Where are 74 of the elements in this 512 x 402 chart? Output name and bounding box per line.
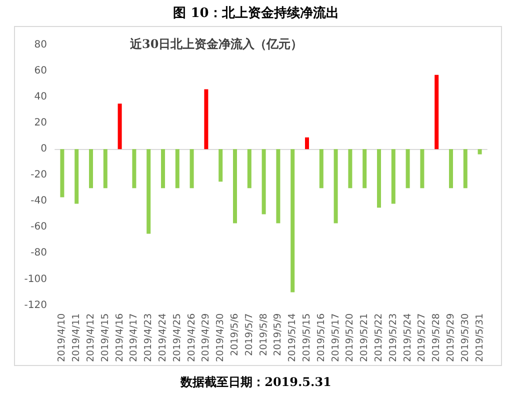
bar [319, 149, 324, 188]
bar [204, 89, 208, 150]
y-tick-label: 40 [34, 92, 47, 103]
y-tick-label: -60 [30, 222, 47, 233]
x-tick-label: 2019/5/7 [244, 313, 255, 356]
x-tick-label: 2019/5/9 [272, 313, 284, 356]
x-tick-label: 2019/5/8 [258, 313, 270, 356]
x-tick-label: 2019/5/24 [402, 313, 414, 362]
bar [233, 149, 237, 224]
x-tick-label: 2019/5/6 [230, 313, 240, 356]
bar [362, 149, 367, 188]
x-tick-label: 2019/5/23 [388, 313, 399, 362]
y-tick-label: 0 [40, 144, 47, 155]
bar [146, 149, 151, 234]
x-tick-label: 2019/4/24 [158, 313, 168, 362]
bar [434, 74, 439, 150]
bar [74, 149, 79, 204]
x-tick-label: 2019/5/22 [374, 313, 384, 362]
x-tick-label: 2019/5/17 [330, 313, 342, 362]
x-tick-label: 2019/4/25 [172, 313, 183, 362]
bar [420, 149, 424, 188]
bar [377, 149, 381, 208]
bar [334, 149, 338, 224]
y-tick-label: 60 [34, 66, 47, 77]
chart-subtitle: 近30日北上资金净流入（亿元） [129, 37, 303, 51]
x-tick-label: 2019/5/31 [474, 313, 486, 362]
bar [118, 104, 122, 150]
bar [463, 149, 468, 188]
bar [276, 149, 280, 224]
bar [218, 149, 223, 182]
x-tick-label: 2019/5/21 [359, 313, 370, 362]
x-tick-label: 2019/5/29 [446, 313, 456, 362]
x-tick-label: 2019/5/28 [431, 313, 442, 362]
y-tick-label: -80 [30, 248, 47, 259]
x-tick-label: 2019/4/11 [71, 313, 82, 362]
bar [60, 149, 64, 198]
bar [262, 149, 266, 214]
y-tick-label: -40 [30, 196, 47, 207]
x-tick-label: 2019/4/12 [86, 313, 96, 362]
x-tick-label: 2019/5/16 [316, 313, 327, 362]
x-tick-label: 2019/4/30 [215, 313, 226, 362]
bar [103, 149, 108, 188]
y-tick-label: 20 [34, 118, 47, 129]
x-tick-label: 2019/5/14 [287, 313, 298, 362]
bar [348, 149, 352, 188]
y-tick-label: 80 [34, 40, 47, 50]
bar [190, 149, 194, 188]
bar [132, 149, 136, 188]
bar [175, 149, 180, 188]
x-tick-label: 2019/5/15 [302, 313, 312, 362]
y-tick-label: -20 [30, 170, 47, 181]
x-tick-label: 2019/5/30 [460, 313, 471, 362]
x-tick-label: 2019/4/15 [100, 313, 111, 362]
bar [161, 149, 165, 188]
y-tick-label: -100 [24, 274, 47, 285]
x-tick-label: 2019/5/27 [416, 313, 428, 362]
y-tick-label: -120 [24, 300, 47, 311]
bar [391, 149, 396, 204]
chart-title: 图 10：北上资金持续净流出 [172, 4, 340, 22]
bar [406, 149, 410, 188]
bar [247, 149, 252, 188]
x-tick-label: 2019/4/29 [200, 313, 212, 362]
bar [305, 137, 309, 150]
bar [449, 149, 453, 188]
text: 数据截至日期：2019.5.31 [179, 374, 332, 391]
x-tick-label: 2019/4/10 [56, 313, 68, 362]
x-tick-label: 2019/4/16 [114, 313, 126, 362]
bar [290, 149, 295, 292]
bar [89, 149, 93, 188]
x-tick-label: 2019/4/17 [128, 313, 140, 362]
x-tick-label: 2019/4/26 [186, 313, 198, 362]
bar [478, 149, 482, 154]
x-tick-label: 2019/4/23 [143, 313, 154, 362]
x-tick-label: 2019/5/20 [344, 313, 356, 362]
